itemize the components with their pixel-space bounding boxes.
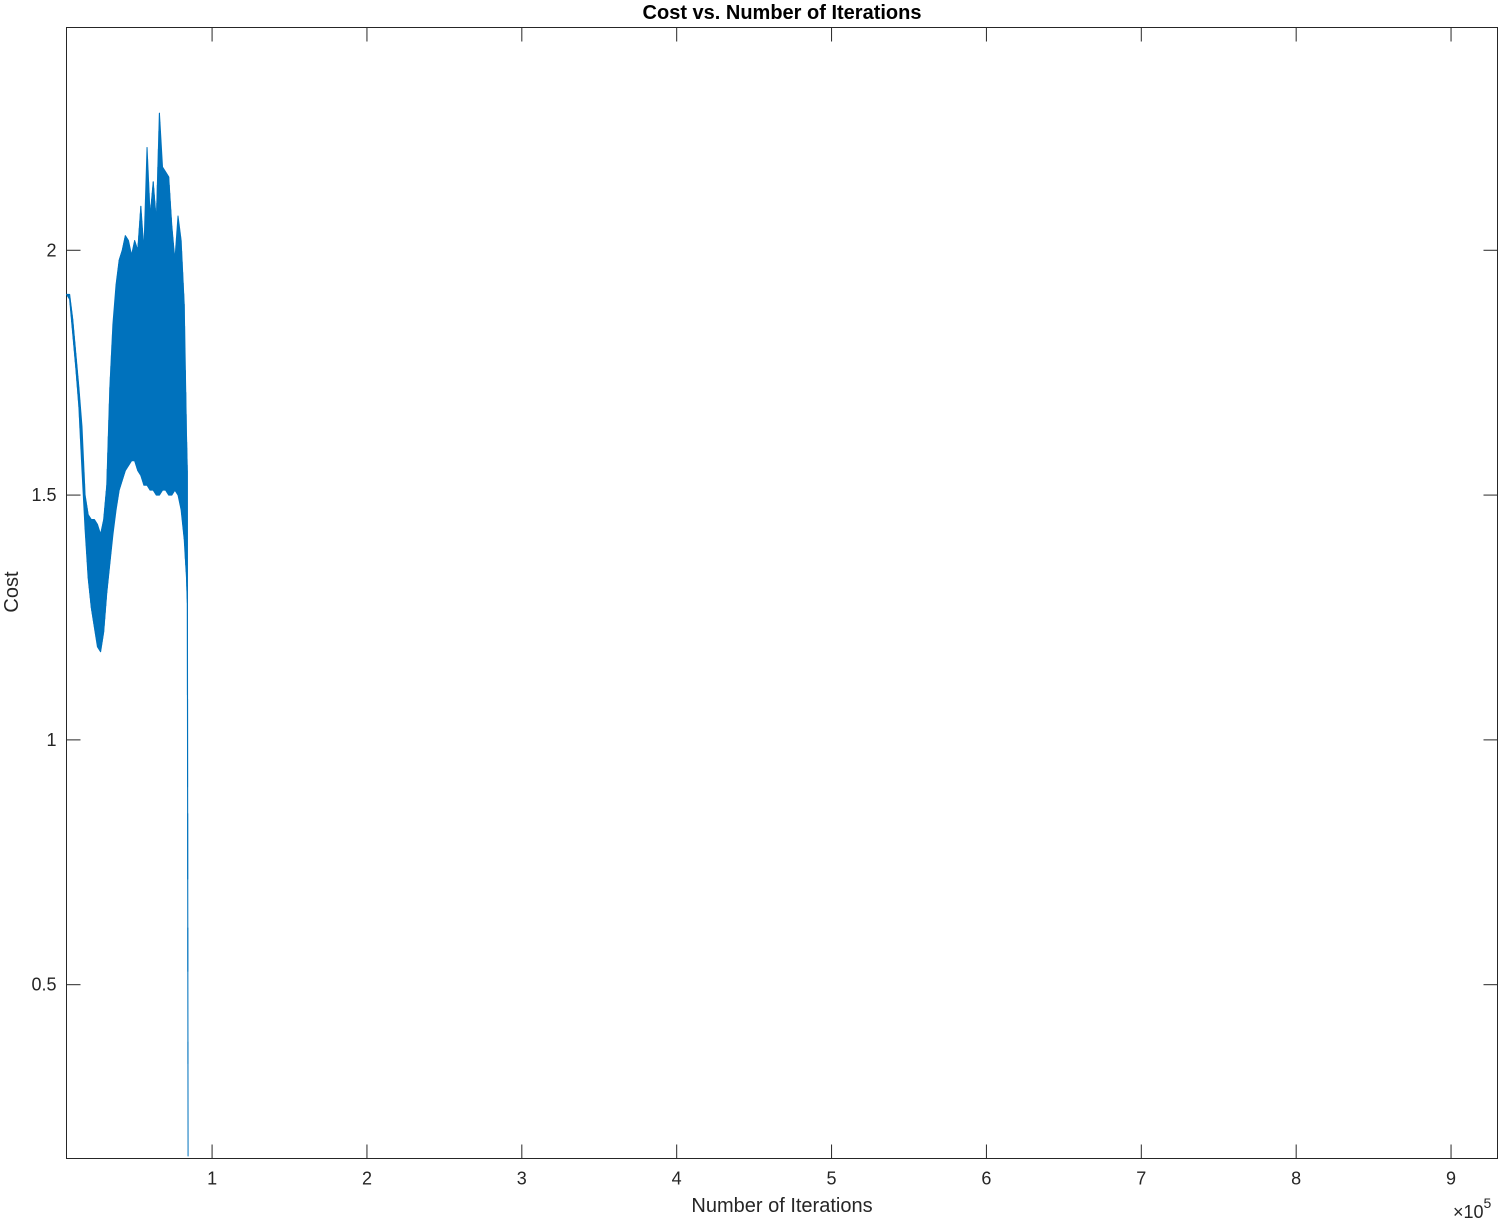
x-tick-label: 9: [1446, 1169, 1456, 1189]
y-tick-label: 0.5: [31, 975, 56, 995]
x-axis-label: Number of Iterations: [691, 1195, 872, 1217]
x-tick-label: 2: [362, 1169, 372, 1189]
y-tick-label: 2: [46, 240, 56, 260]
y-axis-label: Cost: [1, 571, 23, 613]
x-axis-multiplier: ×105: [1453, 1195, 1492, 1220]
ticks-layer: 1 2 3 4 5 6 7 8 9 0.5 1 1.5 2: [31, 27, 1498, 1189]
x-tick-label: 3: [517, 1169, 527, 1189]
plot-area-box: [66, 27, 1498, 1159]
y-tick-label: 1.5: [31, 485, 56, 505]
x-tick-label: 4: [672, 1169, 682, 1189]
cost-series-oscillation: [66, 113, 189, 1064]
y-tick-label: 1: [46, 730, 56, 750]
x-axis-multiplier-exponent: 5: [1484, 1195, 1492, 1211]
chart-title: Cost vs. Number of Iterations: [643, 2, 922, 24]
x-tick-label: 7: [1136, 1169, 1146, 1189]
x-tick-label: 5: [827, 1169, 837, 1189]
series-layer: [66, 112, 189, 1157]
x-axis-multiplier-base: ×10: [1453, 1202, 1484, 1220]
x-tick-label: 8: [1291, 1169, 1301, 1189]
x-tick-label: 1: [207, 1169, 217, 1189]
x-tick-label: 6: [981, 1169, 991, 1189]
